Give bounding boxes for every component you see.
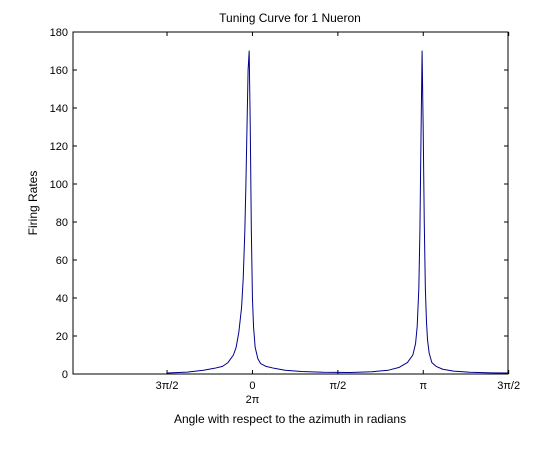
- x-tick-label-2: π/2: [329, 380, 346, 392]
- x-axis-label: Angle with respect to the azimuth in rad…: [174, 412, 406, 426]
- y-tick-label-1: 20: [56, 331, 68, 343]
- y-tick-label-9: 180: [50, 27, 68, 39]
- plot-area: [72, 31, 509, 375]
- x-tick-label-4: 3π/2: [497, 380, 520, 392]
- y-axis-label: Firing Rates: [26, 171, 40, 236]
- y-tick-label-4: 80: [56, 217, 68, 229]
- x-tick-label-1: 0: [249, 380, 255, 392]
- axis-ticks: 0 20 40 60 80 100 120 140 160 180 3π/2 0 π/2 π 3π/2 2π: [50, 27, 520, 406]
- series-line-0: [167, 50, 509, 374]
- chart-title: Tuning Curve for 1 Nueron: [219, 11, 361, 25]
- y-tick-label-5: 100: [50, 179, 68, 191]
- y-tick-label-2: 40: [56, 293, 68, 305]
- y-tick-label-0: 0: [62, 369, 68, 381]
- x-tick-label-0: 3π/2: [156, 380, 179, 392]
- y-tick-label-6: 120: [50, 141, 68, 153]
- y-tick-label-7: 140: [50, 103, 68, 115]
- y-tick-label-8: 160: [50, 65, 68, 77]
- x-tick-sublabel-0: 2π: [246, 394, 260, 406]
- plot-lines: [167, 50, 509, 374]
- y-tick-label-3: 60: [56, 255, 68, 267]
- x-tick-label-3: π: [419, 380, 427, 392]
